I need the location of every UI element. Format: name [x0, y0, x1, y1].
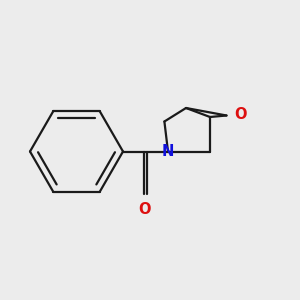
Text: N: N: [162, 144, 174, 159]
Text: O: O: [234, 107, 247, 122]
Text: O: O: [138, 202, 151, 217]
